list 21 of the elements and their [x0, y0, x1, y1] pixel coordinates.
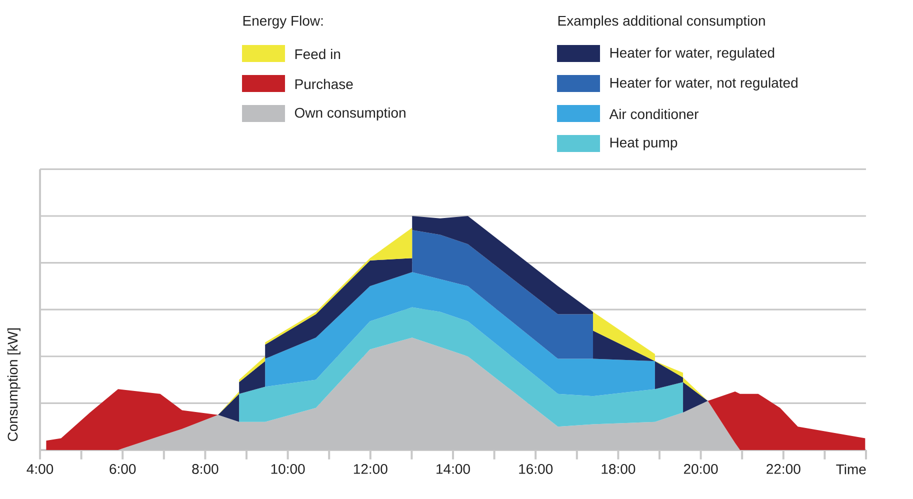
- x-tick-label: 8:00: [192, 464, 218, 474]
- x-tick-label: 18:00: [602, 464, 636, 474]
- x-axis-title: Time: [836, 464, 866, 474]
- x-tick-label: 22:00: [766, 464, 800, 474]
- x-tick-label: 10:00: [271, 464, 305, 474]
- legend-label: Air conditioner: [609, 108, 698, 120]
- legend-label: Heater for water, not regulated: [610, 77, 798, 91]
- x-tick-label: 4:00: [26, 464, 54, 474]
- legend-label: Heater for water, regulated: [610, 47, 774, 61]
- legend-label: Feed in: [295, 48, 340, 60]
- y-axis-title: Consumption [kW]: [7, 328, 20, 442]
- legend-label: Purchase: [295, 78, 353, 90]
- x-tick-label: 16:00: [519, 464, 553, 474]
- legend-label: Own consumption: [294, 107, 406, 121]
- x-tick-label: 14:00: [436, 464, 470, 474]
- legend-title: Energy Flow:: [243, 15, 323, 29]
- x-tick-label: 6:00: [110, 464, 136, 474]
- legend-label: Heat pump: [610, 138, 678, 150]
- x-tick-label: 12:00: [354, 464, 388, 474]
- text: Examples additional consumption: [558, 15, 765, 29]
- x-tick-label: 20:00: [684, 464, 718, 474]
